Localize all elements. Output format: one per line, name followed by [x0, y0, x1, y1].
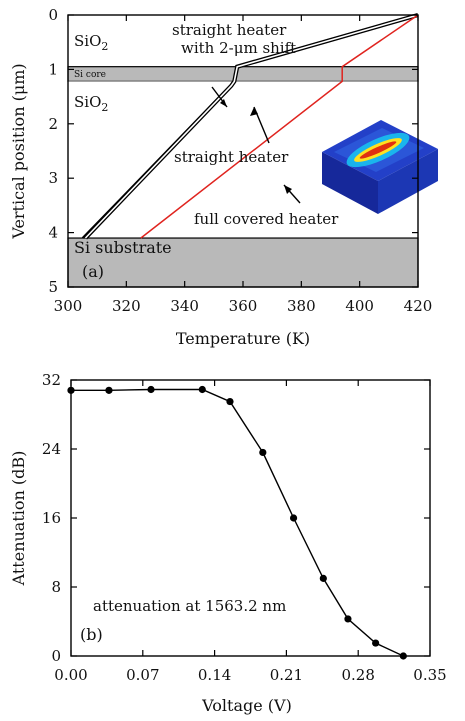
heater-simulation-3d-icon [322, 120, 438, 214]
y-tick-label: 0 [48, 6, 58, 24]
y-axis-label-a: Vertical position (μm) [9, 63, 28, 239]
x-tick-label: 0.14 [198, 666, 231, 684]
layer-label: Si substrate [74, 238, 172, 257]
panel-label-b: (b) [80, 625, 103, 644]
arrowhead [284, 185, 292, 194]
y-tick-label: 1 [48, 60, 58, 78]
x-axis-ticks-a: 300 320 340 360 380 400 420 [54, 15, 433, 315]
x-tick-label: 0.00 [54, 666, 87, 684]
layer-label: Si core [74, 70, 106, 80]
y-tick-label: 16 [42, 509, 61, 527]
y-tick-label: 0 [51, 647, 61, 665]
annotation-full-covered-heater: full covered heater [194, 210, 339, 228]
arrowhead [220, 99, 227, 107]
data-point [226, 397, 234, 406]
y-axis-ticks-b: 0 8 16 24 32 [42, 371, 430, 665]
chart-panel-b: attenuation at 1563.2 nm (b) 0.00 0.07 0.1… [9, 371, 447, 715]
layer-band [68, 15, 418, 67]
y-tick-label: 4 [48, 224, 58, 242]
series-line-attenuation [71, 388, 404, 657]
x-axis-ticks-b: 0.00 0.07 0.14 0.21 0.28 0.35 [54, 380, 447, 684]
y-tick-label: 24 [42, 440, 61, 458]
data-point [105, 386, 113, 394]
x-tick-label: 320 [112, 297, 141, 315]
x-tick-label: 0.21 [270, 666, 303, 684]
arrowhead [250, 107, 258, 116]
temperature-profiles [81, 12, 419, 240]
series-line-shifted-heater-inner [84, 14, 419, 239]
data-point [344, 615, 352, 623]
x-tick-label: 380 [287, 297, 316, 315]
y-tick-label: 2 [48, 115, 58, 133]
data-point [198, 385, 206, 394]
layer-labels: SiO2 Si core SiO2 Si substrate [74, 32, 172, 257]
annotation-shifted-heater-line1: straight heater [172, 21, 287, 39]
data-point [259, 448, 267, 457]
y-tick-label: 8 [51, 578, 61, 596]
x-axis-label-b: Voltage (V) [201, 696, 292, 715]
x-tick-label: 0.28 [341, 666, 374, 684]
panel-label-a: (a) [82, 262, 104, 281]
attenuation-series [67, 385, 407, 660]
annotation-straight-heater: straight heater [174, 148, 289, 166]
annotation-shifted-heater-line2: with 2-μm shift [181, 39, 296, 57]
x-tick-label: 420 [404, 297, 433, 315]
x-tick-label: 300 [54, 297, 83, 315]
y-tick-label: 3 [48, 169, 58, 187]
y-axis-ticks-a: 0 1 2 3 4 5 [48, 6, 418, 296]
y-tick-label: 5 [48, 278, 58, 296]
x-tick-label: 400 [345, 297, 374, 315]
x-tick-label: 340 [170, 297, 199, 315]
x-tick-label: 0.35 [413, 666, 446, 684]
data-point [147, 385, 155, 394]
series-line-full-covered-heater [140, 14, 419, 239]
data-point [289, 514, 298, 522]
layer-band [67, 66, 419, 82]
x-axis-label-a: Temperature (K) [176, 329, 310, 348]
layer-label: SiO2 [74, 93, 108, 114]
annotations: straight heater with 2-μm shift straight… [172, 21, 339, 228]
y-tick-label: 32 [42, 371, 61, 389]
data-point [372, 639, 380, 647]
chart-panel-a: SiO2 Si core SiO2 Si substrate straight hea… [9, 6, 438, 348]
x-tick-label: 360 [229, 297, 258, 315]
y-axis-label-b: Attenuation (dB) [9, 451, 28, 587]
layer-label: SiO2 [74, 32, 108, 53]
data-point [319, 574, 327, 582]
x-tick-label: 0.07 [126, 666, 159, 684]
annotation-wavelength: attenuation at 1563.2 nm [93, 597, 286, 615]
